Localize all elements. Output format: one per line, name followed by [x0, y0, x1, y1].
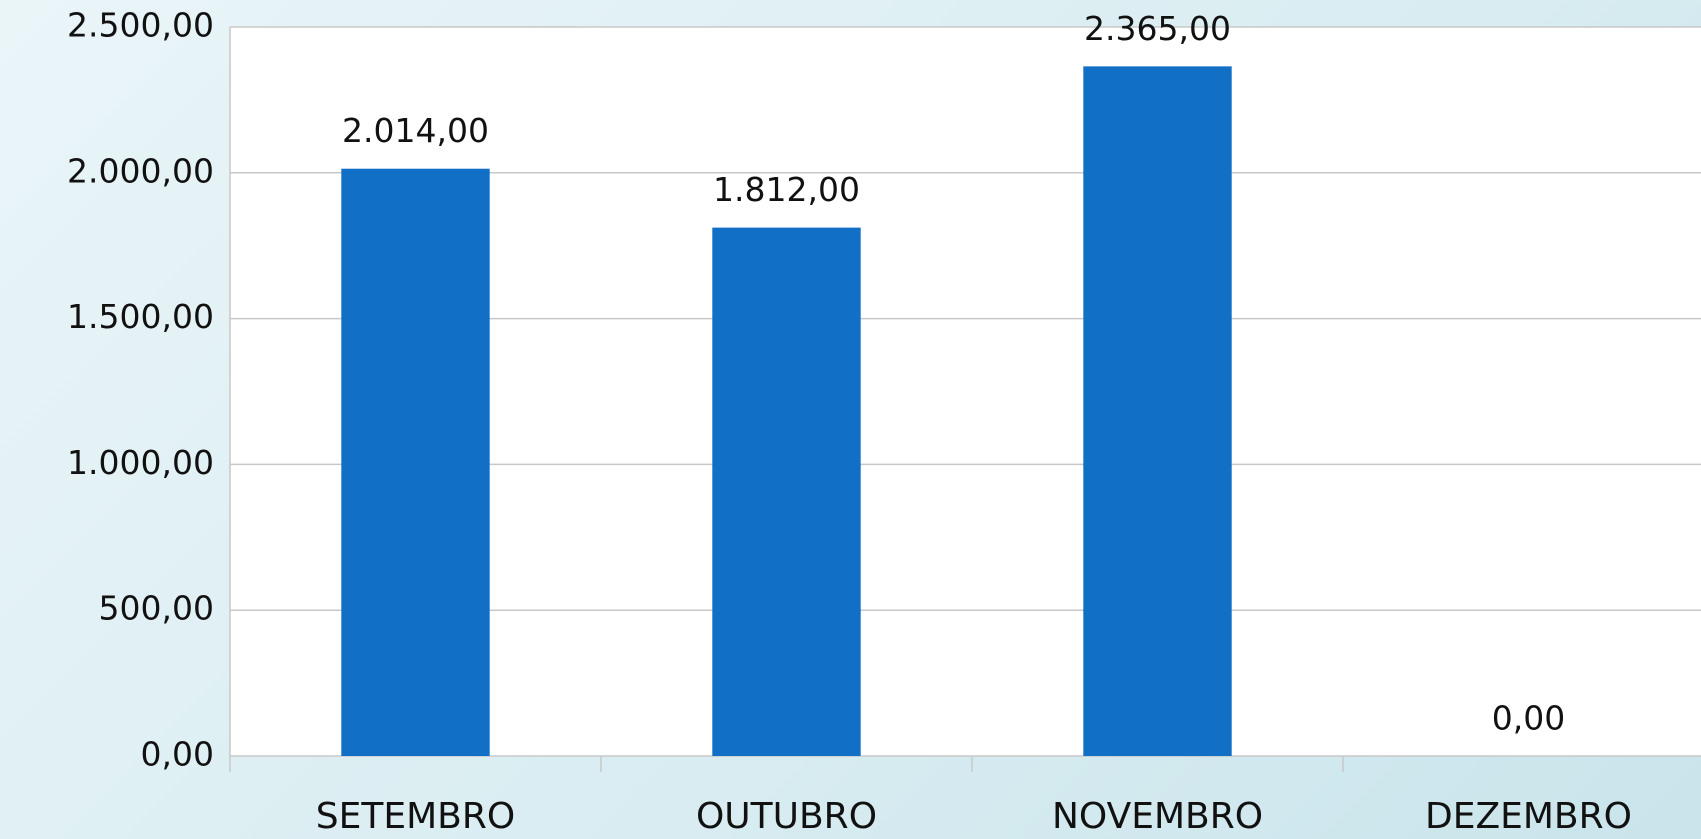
x-tick-label: OUTUBRO	[696, 796, 877, 837]
x-tick-label: NOVEMBRO	[1052, 796, 1263, 837]
y-tick-label: 0,00	[141, 735, 214, 774]
bar	[1083, 66, 1232, 757]
x-tick-label: DEZEMBRO	[1425, 796, 1632, 837]
data-label: 0,00	[1492, 699, 1565, 738]
y-tick-label: 1.500,00	[67, 297, 214, 336]
y-tick-label: 500,00	[99, 589, 214, 628]
bar	[712, 227, 861, 757]
data-label: 2.365,00	[1084, 9, 1231, 48]
y-tick-label: 1.000,00	[67, 443, 214, 482]
y-tick-label: 2.000,00	[67, 151, 214, 190]
data-label: 2.014,00	[342, 111, 489, 150]
y-tick-label: 2.500,00	[67, 6, 214, 45]
bar	[341, 168, 490, 757]
data-label: 1.812,00	[713, 170, 860, 209]
x-tick-label: SETEMBRO	[316, 796, 515, 837]
